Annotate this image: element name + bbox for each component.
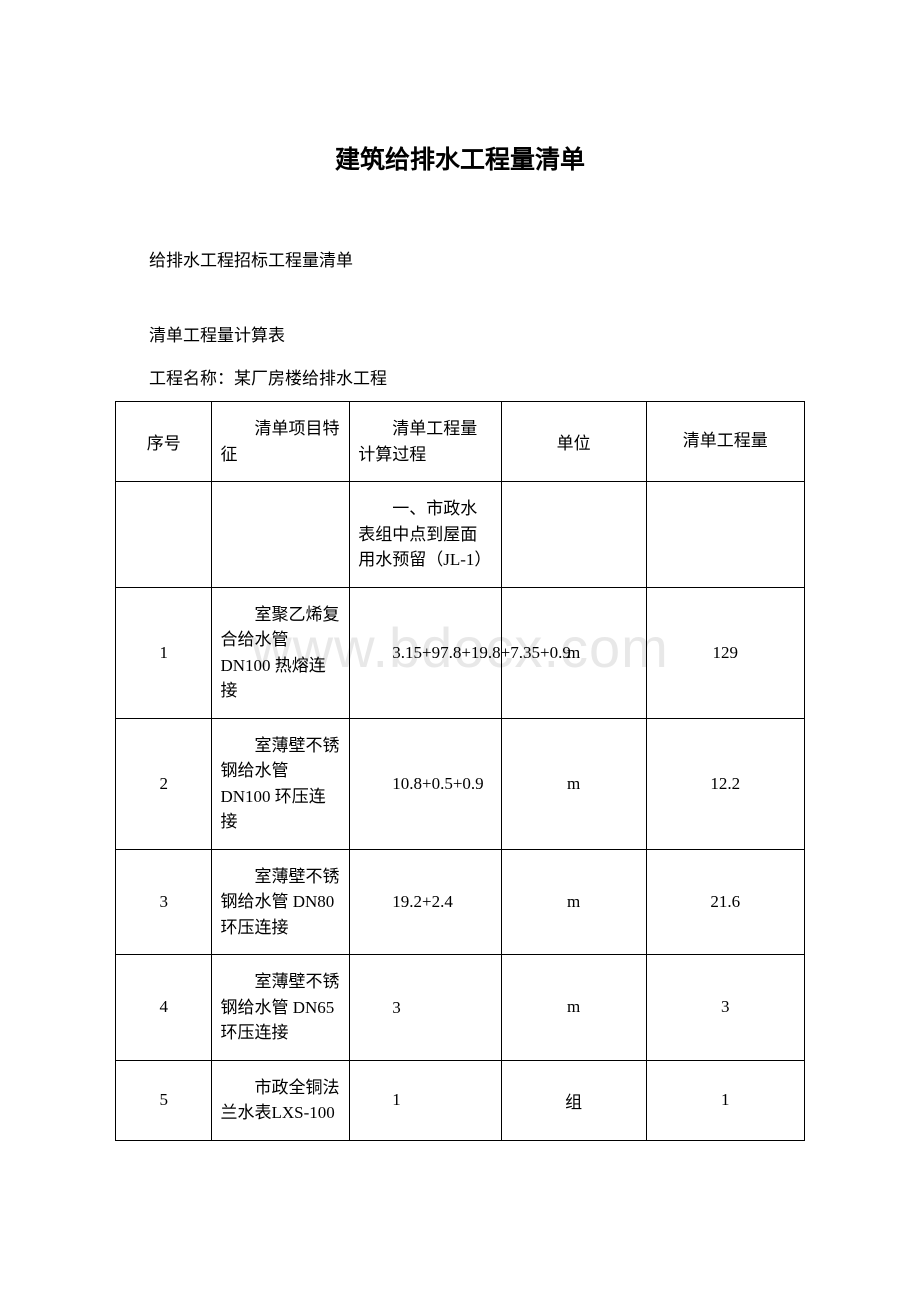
table-row: 一、市政水表组中点到屋面用水预留（JL-1） xyxy=(116,482,805,588)
cell-qty: 129 xyxy=(646,587,804,718)
table-label: 清单工程量计算表 xyxy=(115,321,805,346)
cell-calc: 1 xyxy=(350,1060,502,1140)
cell-feature: 室薄壁不锈钢给水管 DN65 环压连接 xyxy=(212,955,350,1061)
cell-qty: 21.6 xyxy=(646,849,804,955)
project-name: 工程名称：某厂房楼给排水工程 xyxy=(115,364,805,389)
cell-seq: 1 xyxy=(116,587,212,718)
cell-unit: m xyxy=(501,718,646,849)
header-unit: 单位 xyxy=(501,402,646,482)
cell-calc: 3.15+97.8+19.8+7.35+0.9 xyxy=(350,587,502,718)
header-calc: 清单工程量计算过程 xyxy=(350,402,502,482)
cell-seq: 4 xyxy=(116,955,212,1061)
table-row: 1 室聚乙烯复合给水管 DN100 热熔连接 3.15+97.8+19.8+7.… xyxy=(116,587,805,718)
cell-qty: 1 xyxy=(646,1060,804,1140)
quantity-table: 序号 清单项目特征 清单工程量计算过程 单位 清单工程量 一、市政水表组中点到屋… xyxy=(115,401,805,1141)
cell-calc: 10.8+0.5+0.9 xyxy=(350,718,502,849)
table-row: 2 室薄壁不锈钢给水管 DN100 环压连接 10.8+0.5+0.9 m 12… xyxy=(116,718,805,849)
cell-feature: 室聚乙烯复合给水管 DN100 热熔连接 xyxy=(212,587,350,718)
header-seq: 序号 xyxy=(116,402,212,482)
cell-calc: 3 xyxy=(350,955,502,1061)
table-row: 3 室薄壁不锈钢给水管 DN80 环压连接 19.2+2.4 m 21.6 xyxy=(116,849,805,955)
cell-seq: 3 xyxy=(116,849,212,955)
cell-unit: m xyxy=(501,849,646,955)
table-row: 5 市政全铜法兰水表LXS-100 1 组 1 xyxy=(116,1060,805,1140)
table-header-row: 序号 清单项目特征 清单工程量计算过程 单位 清单工程量 xyxy=(116,402,805,482)
cell-qty: 3 xyxy=(646,955,804,1061)
cell-unit xyxy=(501,482,646,588)
cell-unit: 组 xyxy=(501,1060,646,1140)
page-title: 建筑给排水工程量清单 xyxy=(115,140,805,176)
cell-feature: 市政全铜法兰水表LXS-100 xyxy=(212,1060,350,1140)
header-qty: 清单工程量 xyxy=(646,402,804,482)
cell-feature: 室薄壁不锈钢给水管 DN100 环压连接 xyxy=(212,718,350,849)
cell-calc: 19.2+2.4 xyxy=(350,849,502,955)
header-feature: 清单项目特征 xyxy=(212,402,350,482)
cell-qty: 12.2 xyxy=(646,718,804,849)
cell-seq: 5 xyxy=(116,1060,212,1140)
cell-feature xyxy=(212,482,350,588)
table-row: 4 室薄壁不锈钢给水管 DN65 环压连接 3 m 3 xyxy=(116,955,805,1061)
cell-seq: 2 xyxy=(116,718,212,849)
cell-calc: 一、市政水表组中点到屋面用水预留（JL-1） xyxy=(350,482,502,588)
cell-seq xyxy=(116,482,212,588)
subtitle-text: 给排水工程招标工程量清单 xyxy=(115,246,805,271)
cell-feature: 室薄壁不锈钢给水管 DN80 环压连接 xyxy=(212,849,350,955)
cell-unit: m xyxy=(501,955,646,1061)
cell-qty xyxy=(646,482,804,588)
